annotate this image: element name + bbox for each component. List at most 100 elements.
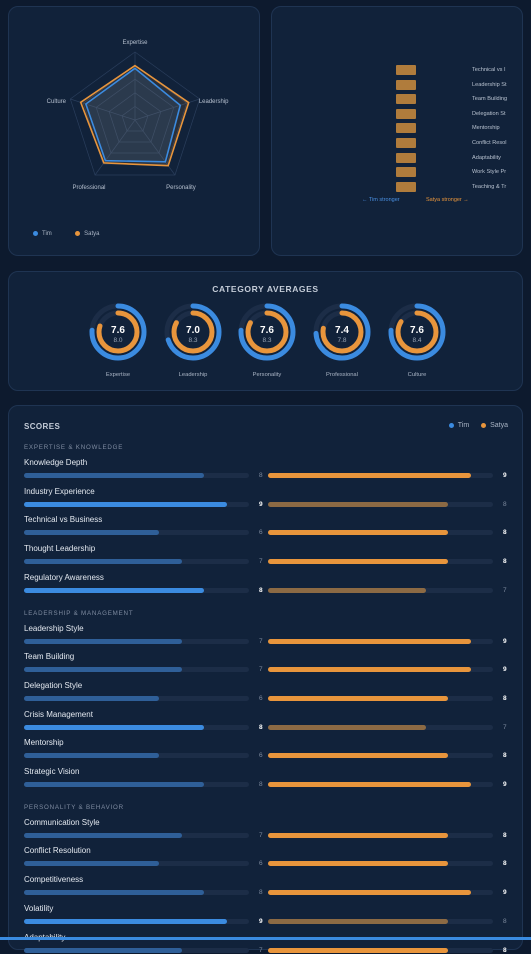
difference-bar: [396, 152, 416, 163]
satya-score-bar: [268, 501, 493, 507]
radar-axis-label-leadership: Leadership: [199, 99, 229, 105]
difference-bar: [396, 108, 416, 119]
score-row-label: Knowledge Depth: [24, 458, 88, 467]
satya-score-fill: [268, 861, 448, 867]
satya-score-fill: [268, 559, 448, 565]
satya-score-fill: [268, 530, 448, 536]
difference-label: Work Style Pr: [472, 169, 507, 176]
tim-score-fill: [24, 782, 204, 787]
gauge-ring: [388, 303, 446, 361]
tim-score-fill: [24, 724, 204, 730]
tim-score-bar: [24, 724, 249, 730]
gauge-tim-value: 7.6: [111, 325, 125, 336]
satya-score-value: 8: [503, 694, 507, 702]
scores-title: SCORES: [24, 422, 61, 431]
satya-legend-dot: [75, 231, 81, 236]
gauge-label: Leadership: [178, 372, 208, 378]
score-row-label: Mentorship: [24, 738, 64, 748]
tim-score-value: 6: [259, 860, 263, 868]
radar-grid-ring: [69, 51, 201, 176]
tim-score-fill: [24, 587, 204, 593]
tim-score-fill: [24, 695, 159, 701]
tim-score-bar: [24, 559, 249, 565]
gauge-satya-value: 8.3: [262, 337, 271, 344]
satya-score-value: 9: [503, 889, 507, 897]
tim-stronger-caption: ← Tim stronger: [362, 197, 400, 203]
gauge-personality: 7.6 8.3 Personality: [237, 302, 297, 382]
satya-score-bar: [268, 638, 493, 644]
tim-score-bar: [24, 473, 249, 478]
radar-axis-label-personality: Personality: [166, 185, 196, 191]
gauge-ring: [313, 303, 371, 361]
satya-score-fill: [268, 638, 471, 644]
satya-score-value: 9: [503, 472, 507, 479]
satya-score-bar: [268, 947, 493, 953]
tim-score-bar: [24, 918, 249, 924]
scores-legend-satya: Satya: [490, 422, 508, 429]
difference-label: Leadership St: [472, 81, 507, 88]
satya-score-bar: [268, 587, 493, 593]
satya-score-bar: [268, 559, 493, 565]
tim-score-fill: [24, 918, 227, 924]
score-row-label: Thought Leadership: [24, 544, 96, 554]
tim-score-fill: [24, 861, 159, 867]
score-row-label: Crisis Management: [24, 709, 93, 719]
gauge-expertise: 7.6 8.0 Expertise: [88, 302, 148, 382]
tim-score-value: 7: [259, 946, 263, 954]
scores-legend: Tim Satya: [448, 422, 508, 429]
satya-score-value: 9: [503, 666, 507, 674]
radar-axis-label-professional: Professional: [73, 185, 106, 191]
difference-label: Teaching & Tr: [472, 183, 507, 190]
gauge-ring: [245, 310, 289, 354]
section-title: PERSONALITY & BEHAVIOR: [24, 803, 124, 811]
radar-axis-label-culture: Culture: [47, 99, 67, 105]
satya-score-bar: [268, 724, 493, 730]
gauge-ring: [164, 303, 222, 361]
satya-score-fill: [268, 501, 448, 507]
satya-score-fill: [268, 473, 471, 478]
score-row-label: Team Building: [24, 652, 75, 662]
section-title: LEADERSHIP & MANAGEMENT: [24, 609, 134, 617]
tim-score-fill: [24, 667, 182, 673]
gauge-label: Expertise: [105, 372, 131, 378]
tim-score-bar: [24, 832, 249, 838]
tim-score-value: 8: [259, 723, 263, 731]
satya-score-bar: [268, 753, 493, 759]
satya-score-fill: [268, 753, 448, 759]
satya-legend-dot: [481, 422, 487, 428]
gauge-tim-value: 7.0: [186, 325, 200, 336]
gauge-ring: [395, 310, 439, 354]
tim-score-value: 7: [259, 666, 263, 674]
satya-score-fill: [268, 947, 448, 953]
difference-bar: [396, 123, 416, 134]
satya-score-bar: [268, 861, 493, 867]
satya-score-fill: [268, 918, 448, 924]
satya-score-fill: [268, 695, 448, 701]
tim-score-fill: [24, 559, 182, 565]
difference-label: Team Building: [472, 96, 508, 103]
difference-bar: [396, 79, 416, 90]
tim-score-bar: [24, 667, 249, 673]
gauge-leadership: 7.0 8.3 Leadership: [163, 302, 223, 382]
scores-card: SCORES Tim Satya EXPERTISE & KNOWLEDGE Kn…: [8, 405, 523, 954]
satya-score-value: 7: [503, 723, 507, 731]
tim-score-value: 8: [259, 586, 263, 594]
difference-bar: [396, 181, 416, 192]
category-averages-card: CATEGORY AVERAGES 7.6 8.0 Expertise 7.0 8.3 L…: [8, 271, 523, 391]
tim-legend-dot: [448, 422, 454, 428]
satya-score-value: 9: [503, 637, 507, 645]
radar-legend-satya: Satya: [84, 231, 100, 238]
score-row-label: Technical vs Business: [24, 515, 103, 525]
scroll-indicator: [0, 937, 531, 940]
satya-score-value: 7: [503, 586, 507, 594]
score-row-label: Regulatory Awareness: [24, 572, 104, 582]
difference-label: Conflict Resol: [472, 140, 507, 146]
radar-legend-tim: Tim: [42, 231, 52, 238]
satya-score-value: 8: [503, 946, 507, 954]
tim-score-bar: [24, 782, 249, 787]
gauge-label: Culture: [407, 372, 427, 378]
satya-score-bar: [268, 782, 493, 787]
gauge-tim-value: 7.4: [335, 325, 349, 336]
tim-score-bar: [24, 753, 249, 759]
tim-score-value: 7: [259, 637, 263, 645]
